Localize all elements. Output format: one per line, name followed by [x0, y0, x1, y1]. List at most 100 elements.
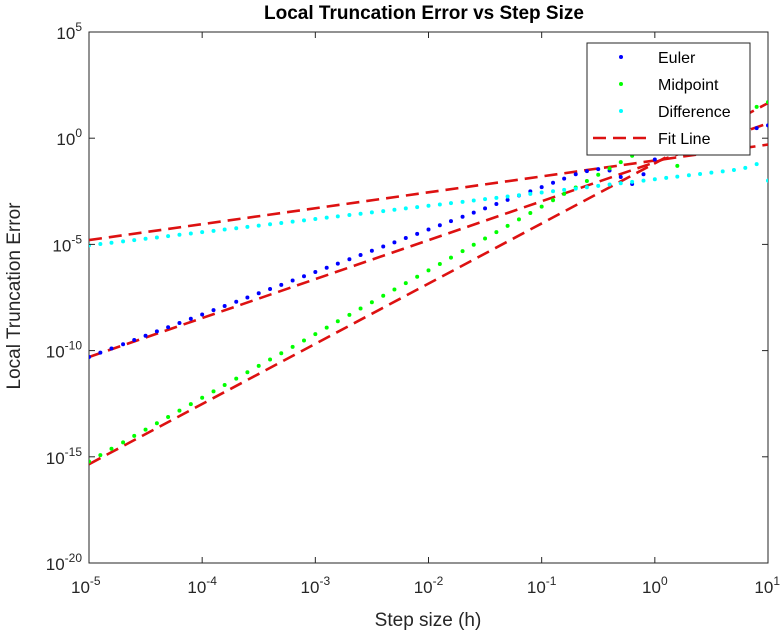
x-tick-label: 101: [754, 574, 780, 597]
x-tick-label-base: 10: [414, 578, 433, 597]
difference-point: [234, 226, 239, 231]
euler-point: [324, 265, 329, 270]
difference-point: [358, 211, 363, 216]
y-axis-label: Local Truncation Error: [4, 202, 25, 390]
euler-point: [154, 329, 159, 334]
x-tick-label-base: 10: [71, 578, 90, 597]
midpoint-point: [539, 204, 544, 209]
euler-point: [437, 223, 442, 228]
difference-point: [652, 177, 657, 182]
midpoint-point: [618, 160, 623, 165]
y-tick-label-exponent: 5: [75, 20, 82, 34]
difference-point: [177, 232, 182, 237]
midpoint-point: [132, 433, 137, 438]
euler-point: [279, 282, 284, 287]
euler-point: [256, 291, 261, 296]
midpoint-point: [222, 383, 227, 388]
x-tick-label-base: 10: [527, 578, 546, 597]
y-tick-label: 10-20: [46, 551, 83, 574]
difference-point: [222, 227, 227, 232]
difference-point: [98, 242, 103, 247]
difference-point: [256, 223, 261, 228]
midpoint-point: [188, 402, 193, 407]
x-tick-label-exponent: -4: [206, 574, 217, 588]
difference-point: [268, 222, 273, 227]
difference-point: [448, 201, 453, 206]
midpoint-point: [335, 319, 340, 324]
difference-point: [630, 179, 635, 184]
difference-point: [562, 187, 567, 192]
euler-point: [347, 257, 352, 262]
euler-point: [618, 174, 623, 179]
midpoint-point: [358, 306, 363, 311]
euler-point: [245, 295, 250, 300]
difference-point: [188, 231, 193, 236]
euler-point: [562, 176, 567, 181]
x-tick-label-base: 10: [301, 578, 320, 597]
y-tick-label: 10-15: [46, 445, 83, 468]
legend-label-fit-line: Fit Line: [658, 131, 711, 148]
difference-point: [211, 228, 216, 233]
difference-point: [109, 240, 114, 245]
y-tick-label-base: 10: [46, 343, 65, 362]
midpoint-point: [256, 363, 261, 368]
difference-point: [766, 178, 768, 183]
euler-point: [584, 169, 589, 174]
difference-point: [539, 190, 544, 195]
midpoint-point: [279, 351, 284, 356]
midpoint-point: [143, 427, 148, 432]
midpoint-point: [313, 332, 318, 337]
midpoint-point: [766, 100, 768, 105]
axis-ticks: [88, 31, 769, 564]
midpoint-point: [607, 166, 612, 171]
midpoint-point: [166, 414, 171, 419]
euler-point: [98, 350, 103, 355]
euler-point: [403, 236, 408, 241]
x-tick-label: 10-4: [187, 574, 217, 597]
euler-point: [358, 253, 363, 258]
difference-point: [301, 218, 306, 223]
euler-point: [448, 219, 453, 224]
midpoint-point: [245, 370, 250, 375]
y-tick-label: 105: [56, 20, 82, 43]
midpoint-point: [268, 357, 273, 362]
midpoint-point: [483, 236, 488, 241]
euler-point: [109, 346, 114, 351]
midpoint-point: [516, 217, 521, 222]
euler-point: [460, 214, 465, 219]
difference-point: [664, 175, 669, 180]
difference-point: [245, 224, 250, 229]
midpoint-point: [154, 421, 159, 426]
midpoint-point: [562, 191, 567, 196]
difference-point: [698, 171, 703, 176]
x-tick-label: 10-5: [71, 574, 101, 597]
midpoint-point: [98, 453, 103, 458]
x-tick-label-base: 10: [642, 578, 661, 597]
midpoint-point: [505, 223, 510, 228]
midpoint-point: [211, 389, 216, 394]
euler-point: [222, 304, 227, 309]
midpoint-point: [675, 163, 680, 168]
difference-point: [313, 216, 318, 221]
euler-point: [641, 172, 646, 177]
euler-point: [381, 244, 386, 249]
euler-point: [290, 278, 295, 283]
x-tick-label-exponent: -2: [433, 574, 444, 588]
difference-point: [618, 181, 623, 186]
legend-marker-difference: [619, 109, 623, 113]
euler-point: [301, 274, 306, 279]
legend-label-midpoint: Midpoint: [658, 77, 719, 94]
euler-point: [471, 210, 476, 215]
midpoint-point: [426, 268, 431, 273]
x-tick-label: 100: [642, 574, 668, 597]
y-tick-label-base: 10: [56, 130, 75, 149]
x-tick-labels: 10-5 10-4 10-3 10-2 10-1 100 101: [71, 574, 780, 597]
x-tick-label: 10-2: [414, 574, 444, 597]
y-tick-label-exponent: -5: [71, 232, 82, 246]
x-tick-label-exponent: 0: [661, 574, 668, 588]
x-tick-label: 10-3: [301, 574, 331, 597]
difference-point: [471, 198, 476, 203]
difference-point: [324, 215, 329, 220]
difference-point: [381, 209, 386, 214]
